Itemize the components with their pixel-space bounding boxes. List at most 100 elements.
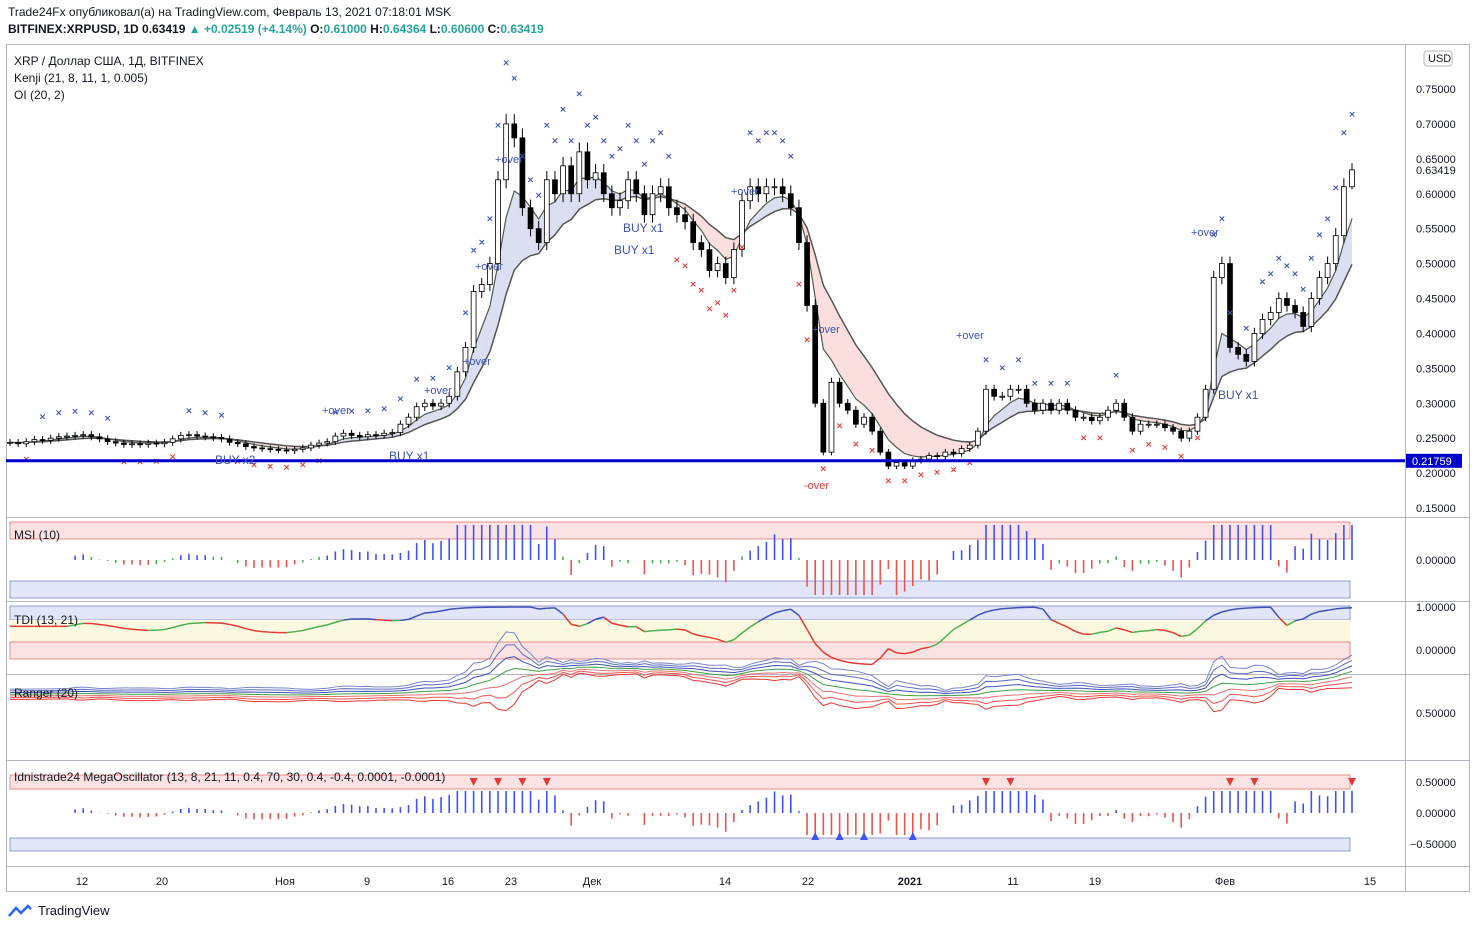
time-tick: Дек <box>583 876 602 888</box>
signal-down-marker: × <box>917 471 925 481</box>
candle-body <box>267 448 274 451</box>
candle-body <box>1137 423 1144 432</box>
time-tick: 11 <box>1007 876 1018 888</box>
tdi-segment <box>335 619 344 624</box>
signal-up-marker: × <box>763 129 771 139</box>
tdi-segment <box>693 633 702 637</box>
signal-up-marker: × <box>462 309 470 319</box>
tdi-segment <box>920 646 930 650</box>
tdi-segment <box>107 624 116 628</box>
signal-up-marker: × <box>551 136 559 146</box>
cloud-segment <box>864 356 873 414</box>
tdi-segment <box>806 629 816 645</box>
signal-down-marker: × <box>730 286 738 296</box>
tdi-segment <box>709 636 718 641</box>
candle-body <box>1088 416 1095 422</box>
signal-down-marker: × <box>885 477 893 487</box>
price-tick: 0.55000 <box>1416 224 1456 236</box>
tdi-segment <box>1148 628 1157 632</box>
tdi-segment <box>172 624 181 629</box>
footer-brand[interactable]: TradingView <box>8 903 110 918</box>
candle-body <box>869 416 875 432</box>
tdi-segment <box>652 629 661 632</box>
signal-up-marker: × <box>1348 110 1356 120</box>
candle-body <box>153 442 160 445</box>
time-tick: Ноя <box>275 876 295 888</box>
candle-body <box>454 371 461 397</box>
candle-body <box>470 291 477 348</box>
signal-up-marker: × <box>478 238 486 248</box>
candle-body <box>275 448 282 451</box>
currency-badge[interactable] <box>1423 50 1453 67</box>
tdi-segment <box>668 628 678 631</box>
tdi-segment <box>684 629 694 635</box>
tdi-segment <box>449 607 458 611</box>
tdi-segment <box>554 607 564 615</box>
tdi-segment <box>936 636 946 645</box>
candle-body <box>934 455 941 458</box>
candle-body <box>373 434 379 437</box>
mega-buy-triangle <box>811 832 820 840</box>
candle-body <box>1275 298 1282 313</box>
signal-up-marker: × <box>201 409 209 419</box>
candle-body <box>1064 402 1071 411</box>
mega-sell-triangle <box>1348 778 1356 786</box>
time-tick: 12 <box>76 876 88 888</box>
tdi-segment <box>676 628 686 631</box>
candle-body <box>210 436 217 439</box>
cloud-segment <box>432 408 442 422</box>
candle-body <box>446 395 453 404</box>
signal-up-marker: × <box>1242 324 1250 334</box>
candle-body <box>796 207 802 244</box>
mega-axis-half: 0.50000 <box>1416 777 1456 789</box>
msi-histogram <box>74 525 1353 595</box>
candle-body <box>633 179 640 195</box>
cloud-segment <box>563 189 572 225</box>
tdi-segment <box>91 622 100 626</box>
candle-body <box>405 416 412 425</box>
price-tick: 0.45000 <box>1416 294 1456 306</box>
signal-down-marker: × <box>1129 446 1137 456</box>
candle-body <box>609 193 615 209</box>
candle-body <box>755 186 762 195</box>
candle-body <box>169 438 176 443</box>
current-price-tag: 0.63419 <box>1416 165 1456 177</box>
chart-frame <box>6 44 1470 892</box>
price-tick: 0.35000 <box>1416 363 1456 375</box>
candle-body <box>942 451 949 457</box>
candle-body <box>966 444 973 450</box>
time-tick: 15 <box>1364 876 1376 888</box>
tdi-segment <box>416 612 426 617</box>
tdi-segment <box>701 635 710 639</box>
open-label: O: <box>310 22 324 36</box>
candle-body <box>690 221 697 244</box>
candle-body <box>1105 409 1111 418</box>
cloud-segment <box>994 409 1003 427</box>
cloud-segment <box>904 413 913 456</box>
cloud-segment <box>872 367 881 427</box>
candle-body <box>1031 402 1038 411</box>
signal-up-marker: × <box>1259 277 1267 287</box>
tdi-segment <box>847 661 856 665</box>
signal-up-marker: × <box>519 152 527 162</box>
candle-body <box>243 443 249 447</box>
price-axis[interactable]: 0.15000 0.20000 0.25000 0.30000 0.35000 0.400… <box>1416 84 1456 515</box>
tdi-segment <box>717 638 726 643</box>
candle-body <box>1145 423 1152 426</box>
tdi-segment <box>123 627 133 630</box>
time-axis[interactable]: 12 20 Ноя 9 16 23 Дек 14 22 2021 11 19 Фев 15 <box>76 876 1376 888</box>
tdi-segment <box>595 616 604 620</box>
signal-down-marker: × <box>266 462 274 472</box>
tdi-segment <box>245 627 255 632</box>
ranger-bands <box>9 631 1353 713</box>
candle-body <box>1341 186 1347 237</box>
signal-down-marker: × <box>1177 452 1185 462</box>
signal-up-marker: × <box>632 136 640 146</box>
tdi-segment <box>790 608 800 616</box>
time-tick: 19 <box>1089 876 1101 888</box>
candle-body <box>1129 416 1136 432</box>
ranger-band <box>9 670 1353 705</box>
ticker[interactable]: BITFINEX:XRPUSD, 1D <box>8 22 139 36</box>
candle-body <box>1332 235 1339 264</box>
